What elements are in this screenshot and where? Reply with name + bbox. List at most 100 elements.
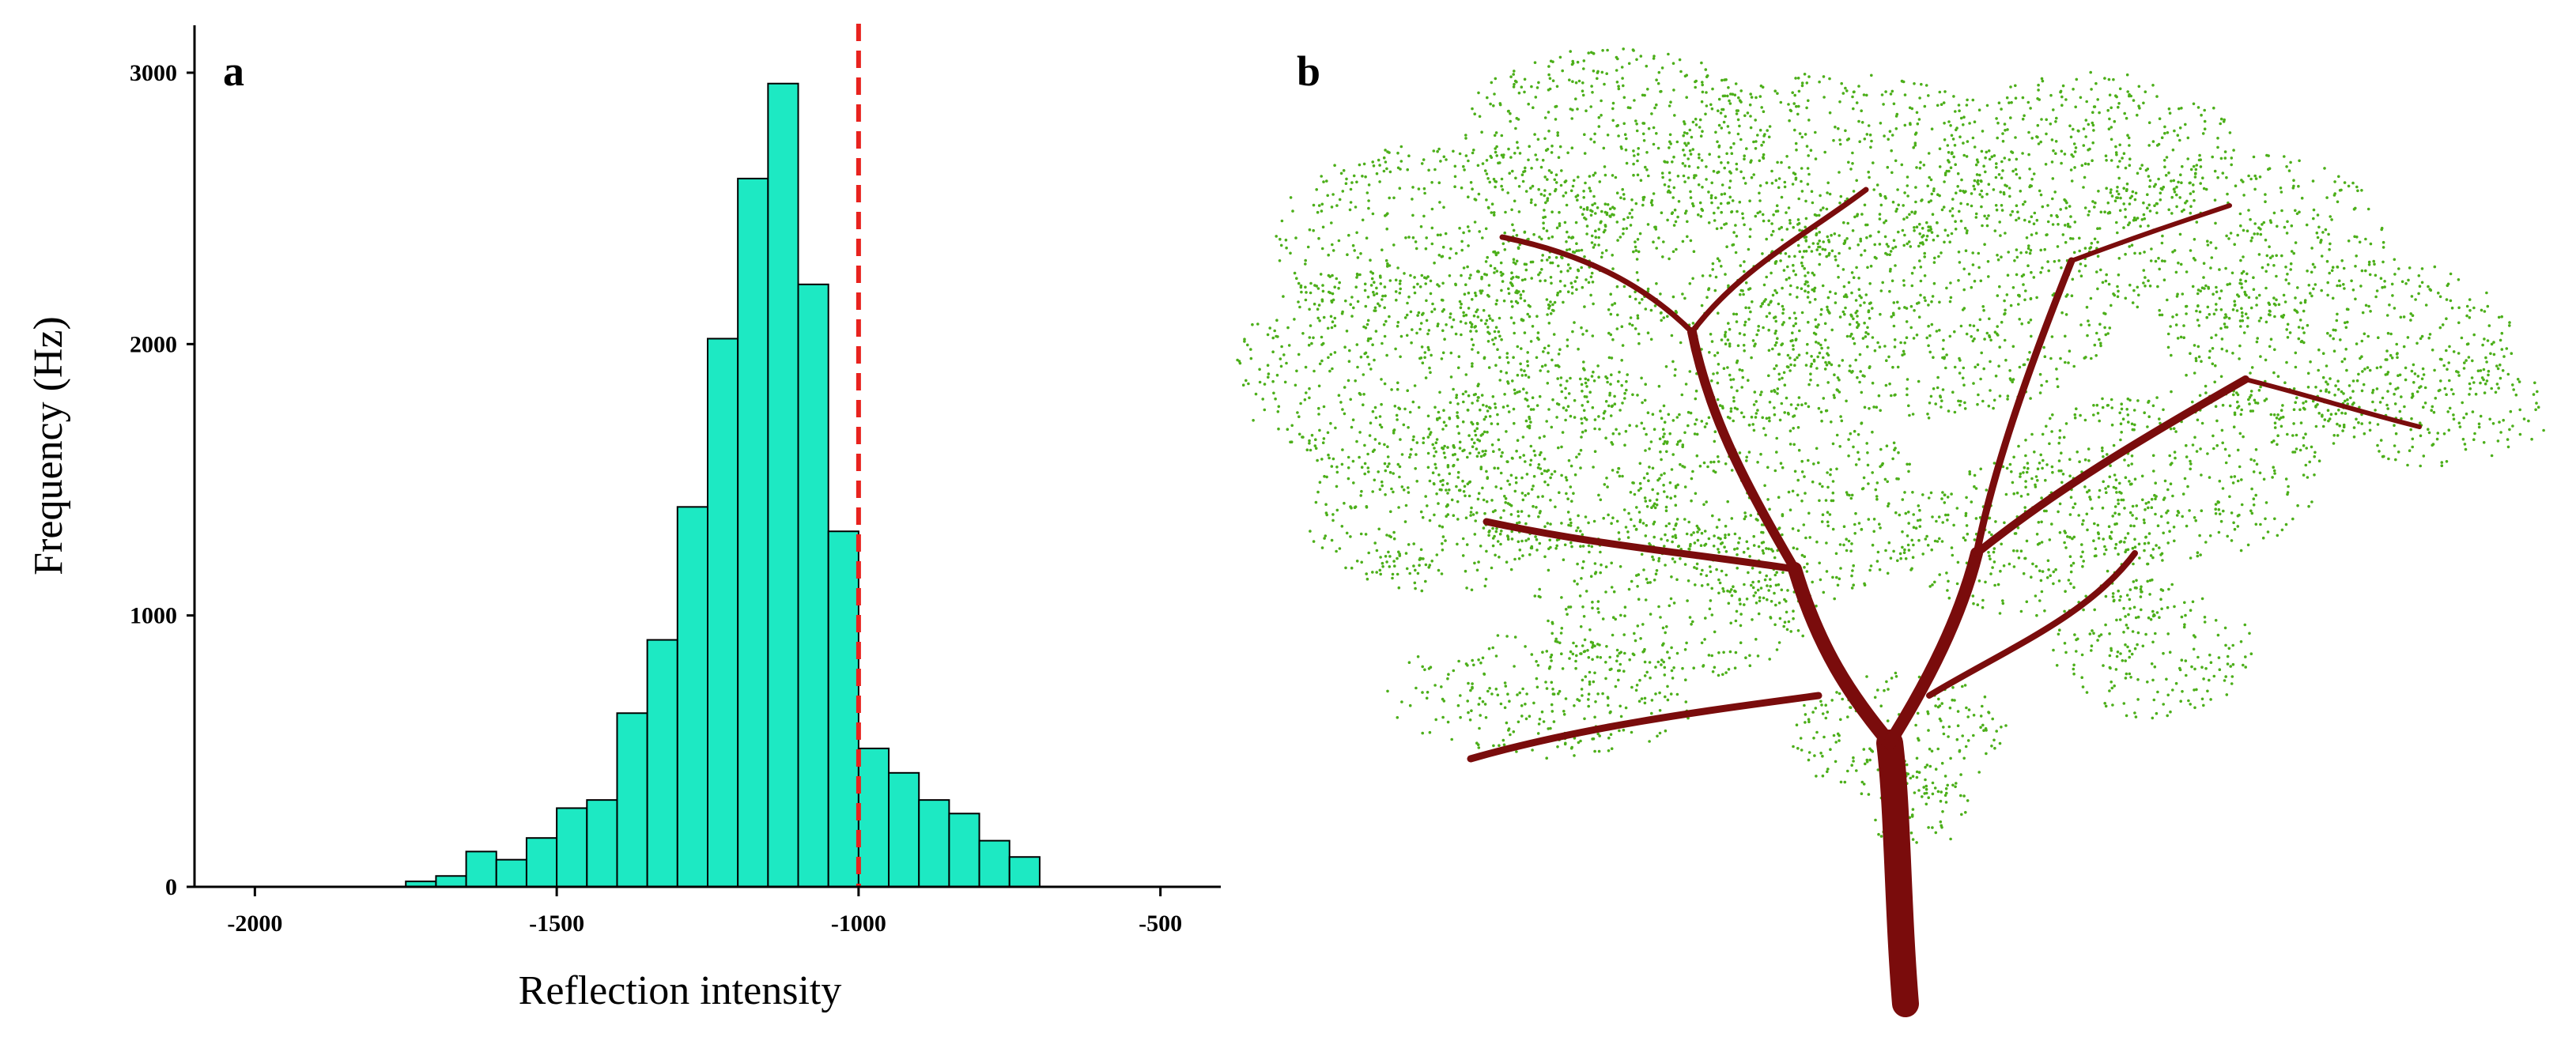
leaf-point (1523, 231, 1527, 234)
leaf-point (1375, 292, 1379, 296)
leaf-point (1608, 207, 1612, 211)
leaf-point (2240, 307, 2243, 311)
leaf-point (1841, 310, 1845, 314)
leaf-point (2400, 395, 2403, 398)
leaf-point (2355, 342, 2359, 345)
leaf-point (1814, 130, 1817, 134)
leaf-point (1400, 453, 1404, 456)
leaf-point (1320, 209, 1324, 213)
leaf-point (2379, 439, 2383, 442)
leaf-point (1655, 103, 1658, 107)
leaf-point (2452, 413, 2455, 417)
leaf-point (1974, 216, 1978, 219)
leaf-point (1601, 49, 1604, 52)
leaf-point (1689, 190, 1692, 194)
leaf-point (2182, 336, 2185, 340)
leaf-point (2375, 289, 2379, 292)
leaf-point (2072, 364, 2076, 368)
leaf-point (1399, 355, 1402, 359)
leaf-point (1467, 291, 1471, 295)
leaf-point (1505, 371, 1509, 375)
leaf-point (1955, 128, 1958, 132)
leaf-point (1998, 345, 2001, 349)
leaf-point (2294, 401, 2297, 405)
leaf-point (1475, 330, 1478, 333)
leaf-point (2393, 424, 2396, 427)
leaf-point (1409, 310, 1413, 314)
leaf-point (2287, 485, 2290, 488)
leaf-point (1648, 447, 1651, 451)
leaf-point (2120, 492, 2123, 495)
leaf-point (2106, 201, 2110, 205)
leaf-point (2249, 394, 2253, 397)
leaf-point (2372, 259, 2375, 263)
leaf-point (1433, 168, 1437, 172)
leaf-point (1819, 343, 1822, 347)
leaf-point (1482, 498, 1486, 502)
leaf-point (1816, 355, 1819, 359)
leaf-point (2095, 270, 2098, 273)
leaf-point (2181, 292, 2185, 296)
leaf-point (1622, 217, 1626, 221)
histogram-bar (767, 82, 799, 888)
leaf-point (1892, 324, 1896, 328)
leaf-point (2077, 514, 2080, 517)
leaf-point (1747, 318, 1751, 321)
leaf-point (1992, 406, 1995, 410)
leaf-point (1997, 101, 2001, 104)
leaf-point (1847, 281, 1851, 285)
leaf-point (1653, 304, 1657, 307)
leaf-point (1542, 227, 1546, 230)
leaf-point (1792, 263, 1795, 267)
leaf-point (1391, 576, 1394, 580)
leaf-point (2110, 194, 2114, 198)
leaf-point (1983, 337, 1986, 341)
leaf-point (1951, 214, 1955, 217)
leaf-point (1841, 359, 1845, 362)
leaf-point (2457, 421, 2461, 424)
leaf-point (2073, 413, 2077, 417)
leaf-point (1717, 363, 1720, 366)
leaf-point (2035, 218, 2039, 222)
leaf-point (1509, 281, 1513, 285)
leaf-point (1499, 471, 1503, 475)
leaf-point (1927, 417, 1931, 420)
leaf-point (2117, 105, 2120, 109)
leaf-point (1559, 183, 1563, 187)
leaf-point (1371, 490, 1374, 493)
leaf-point (2105, 491, 2108, 494)
leaf-point (1473, 429, 1477, 432)
leaf-point (2067, 361, 2070, 364)
leaf-point (1694, 174, 1698, 177)
leaf-point (1470, 506, 1473, 510)
leaf-point (2368, 368, 2372, 372)
leaf-point (2479, 369, 2483, 372)
leaf-point (2199, 289, 2202, 293)
leaf-point (1923, 104, 1927, 108)
leaf-point (2108, 326, 2112, 330)
leaf-point (1942, 338, 1945, 342)
leaf-point (1970, 192, 1974, 195)
leaf-point (1806, 342, 1809, 346)
leaf-point (1524, 268, 1528, 272)
leaf-point (2104, 487, 2107, 490)
leaf-point (1822, 356, 1825, 360)
leaf-point (2185, 443, 2188, 447)
leaf-point (1946, 234, 1950, 237)
leaf-point (1560, 390, 1564, 394)
leaf-point (1819, 209, 1822, 212)
leaf-point (2304, 400, 2308, 403)
leaf-point (1343, 386, 1347, 389)
leaf-point (1765, 315, 1769, 319)
leaf-point (1517, 515, 1520, 518)
leaf-point (1359, 532, 1363, 536)
leaf-point (1736, 118, 1740, 122)
leaf-point (2049, 93, 2053, 97)
leaf-point (1441, 351, 1445, 355)
leaf-point (2029, 107, 2032, 110)
leaf-point (2170, 462, 2174, 465)
leaf-point (1490, 202, 1494, 206)
leaf-point (2069, 236, 2072, 240)
leaf-point (2200, 113, 2203, 117)
leaf-point (1800, 135, 1804, 139)
